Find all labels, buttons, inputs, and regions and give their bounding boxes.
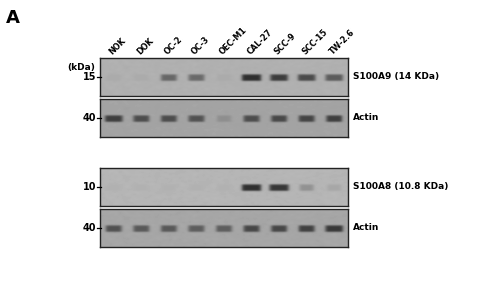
Text: NOK: NOK	[108, 36, 128, 57]
Text: OC-2: OC-2	[162, 35, 184, 57]
Text: OEC-M1: OEC-M1	[218, 25, 248, 57]
Text: OC-3: OC-3	[190, 35, 212, 57]
Text: SCC-9: SCC-9	[272, 32, 298, 57]
Text: DOK: DOK	[135, 36, 155, 57]
Text: A: A	[6, 9, 20, 27]
Text: 40: 40	[82, 113, 96, 123]
Text: (kDa): (kDa)	[67, 63, 95, 72]
Text: SCC-15: SCC-15	[300, 27, 330, 57]
Text: S100A8 (10.8 KDa): S100A8 (10.8 KDa)	[353, 183, 448, 191]
Text: CAL-27: CAL-27	[245, 28, 274, 57]
Text: 10: 10	[82, 182, 96, 192]
Text: 40: 40	[82, 223, 96, 233]
Text: S100A9 (14 KDa): S100A9 (14 KDa)	[353, 73, 439, 81]
Text: Actin: Actin	[353, 224, 380, 232]
Text: Actin: Actin	[353, 114, 380, 122]
Text: 15: 15	[82, 72, 96, 82]
Text: TW-2.6: TW-2.6	[328, 28, 356, 57]
